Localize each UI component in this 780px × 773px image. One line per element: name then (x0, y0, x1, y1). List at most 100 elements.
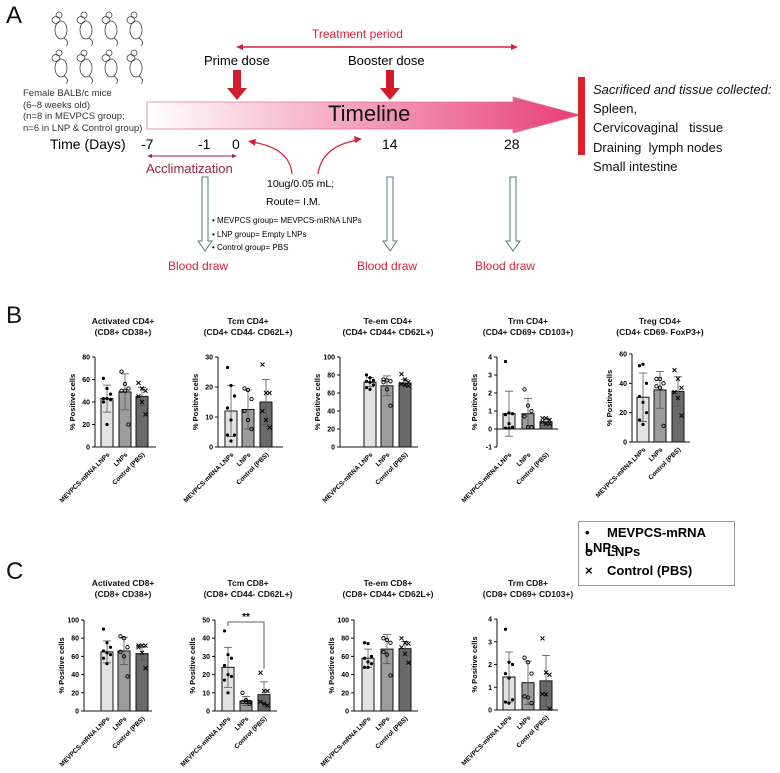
data-point-circle (657, 376, 663, 382)
data-point-circle (522, 655, 527, 660)
y-axis-label: % Positive cells (327, 637, 336, 693)
mouse-icon (101, 11, 118, 47)
data-point-dot (510, 698, 515, 702)
chart-title-line: Trm CD4+ (508, 316, 548, 326)
panel-label-b: B (6, 302, 23, 329)
tissue-collection: Sacrificed and tissue collected: Spleen,… (593, 80, 771, 176)
data-point-circle (661, 381, 666, 386)
y-tick-label: -1 (486, 445, 492, 452)
data-point-circle (388, 640, 393, 645)
data-point-dot (229, 674, 234, 679)
mouse-icon (126, 11, 143, 47)
data-point-circle (121, 654, 127, 659)
chart-subtitle: (CD8+ CD69+ CD103+) (482, 589, 574, 599)
data-point-cross (679, 413, 684, 418)
data-point-circle (118, 634, 123, 639)
y-tick-label: 4 (488, 355, 492, 362)
data-point-dot (105, 662, 109, 666)
data-point-dot (101, 627, 106, 631)
data-point-dot (101, 397, 106, 401)
data-point-cross (543, 670, 549, 675)
chart-subtitle: (CD4+ CD69+ CD103+) (482, 327, 574, 337)
data-point-dot (222, 678, 227, 682)
category-label: Control (PBS) (647, 446, 682, 481)
data-point-cross (136, 644, 141, 650)
data-point-cross (139, 643, 145, 648)
data-point-dot (229, 439, 233, 443)
data-point-dot (641, 362, 645, 366)
data-point-dot (366, 665, 370, 669)
data-point-cross (399, 635, 404, 641)
chart-title: Trm CD4+ (CD4+ CD69+ CD103+) (483, 316, 573, 338)
category-label: MEVPCS-mRNA LNPs (595, 446, 648, 499)
mice-caption-line: (n=8 in MEVPCS group; (23, 111, 125, 122)
y-axis-label: % Positive cells (470, 374, 479, 430)
category-label: MEVPCS-mRNA LNPs (183, 451, 236, 504)
data-point-circle (522, 387, 527, 392)
data-point-dot (366, 642, 370, 646)
y-tick-label: 100 (337, 618, 349, 625)
y-tick-label: 30 (202, 654, 210, 661)
data-point-dot (229, 656, 234, 660)
group-item-text: Control group= PBS (217, 243, 289, 252)
data-point-dot (362, 656, 367, 660)
data-point-circle (525, 695, 531, 700)
mouse-ear (80, 49, 88, 57)
y-tick-label: 40 (82, 400, 90, 407)
data-point-cross (402, 377, 408, 382)
data-point-cross (136, 394, 141, 399)
arrowhead-icon (232, 154, 237, 158)
data-point-cross (399, 644, 404, 650)
group-item-text: MEVPCS group= MEVPCS-mRNA LNPs (217, 216, 362, 225)
y-tick-label: 0 (345, 709, 349, 716)
mouse-tail (113, 75, 118, 85)
mice-caption: Female BALB/c mice (6–8 weeks old) (n=8 … (23, 88, 142, 134)
legend-label: LNPs (607, 544, 641, 559)
data-point-dot (510, 412, 515, 416)
data-point-cross (258, 670, 263, 676)
data-point-circle (121, 636, 127, 641)
data-point-dot (366, 660, 370, 664)
data-point-dot (507, 422, 511, 426)
data-point-dot (507, 411, 511, 415)
data-point-dot (503, 359, 508, 364)
data-point-dot (637, 418, 642, 422)
y-tick-label: 1 (488, 409, 492, 416)
data-point-cross (139, 399, 145, 405)
chart-title-line: Tcm CD8+ (227, 578, 269, 588)
data-point-dot (226, 652, 230, 657)
data-point-dot (108, 392, 113, 396)
group-item: • LNP group= Empty LNPs (212, 229, 307, 239)
mice-caption-line: n=6 in LNP & Control group) (23, 122, 143, 134)
data-point-circle (654, 376, 659, 382)
mouse-head (76, 16, 86, 24)
chart-title-line: Activated CD8+ (91, 578, 155, 588)
chart-subtitle: (CD8+ CD38+) (94, 327, 152, 337)
data-point-dot (641, 400, 645, 404)
data-point-dot (503, 627, 508, 631)
mouse-body (104, 58, 118, 78)
data-point-dot (229, 383, 233, 388)
blood-draw-label: Blood draw (168, 259, 229, 273)
timeline-diagram (51, 11, 585, 252)
data-point-circle (118, 649, 123, 654)
data-point-cross (263, 417, 269, 423)
mouse-head (101, 16, 111, 24)
data-point-cross (260, 362, 265, 367)
mouse-ear (130, 11, 138, 19)
y-tick-label: 0 (86, 445, 90, 452)
y-tick-label: 40 (327, 409, 335, 416)
data-point-dot (503, 413, 508, 417)
data-point-circle (126, 386, 131, 391)
data-point-dot (507, 660, 511, 664)
chart-title-line: Te-em CD4+ (363, 316, 413, 326)
filled-dot-icon: • (585, 525, 590, 540)
curved-arrow-icon (251, 141, 293, 175)
y-tick-label: 0 (488, 708, 492, 715)
y-tick-label: 2 (488, 662, 492, 669)
blood-draw-arrow-icon (382, 176, 398, 252)
treatment-period-label: Treatment period (312, 27, 403, 41)
